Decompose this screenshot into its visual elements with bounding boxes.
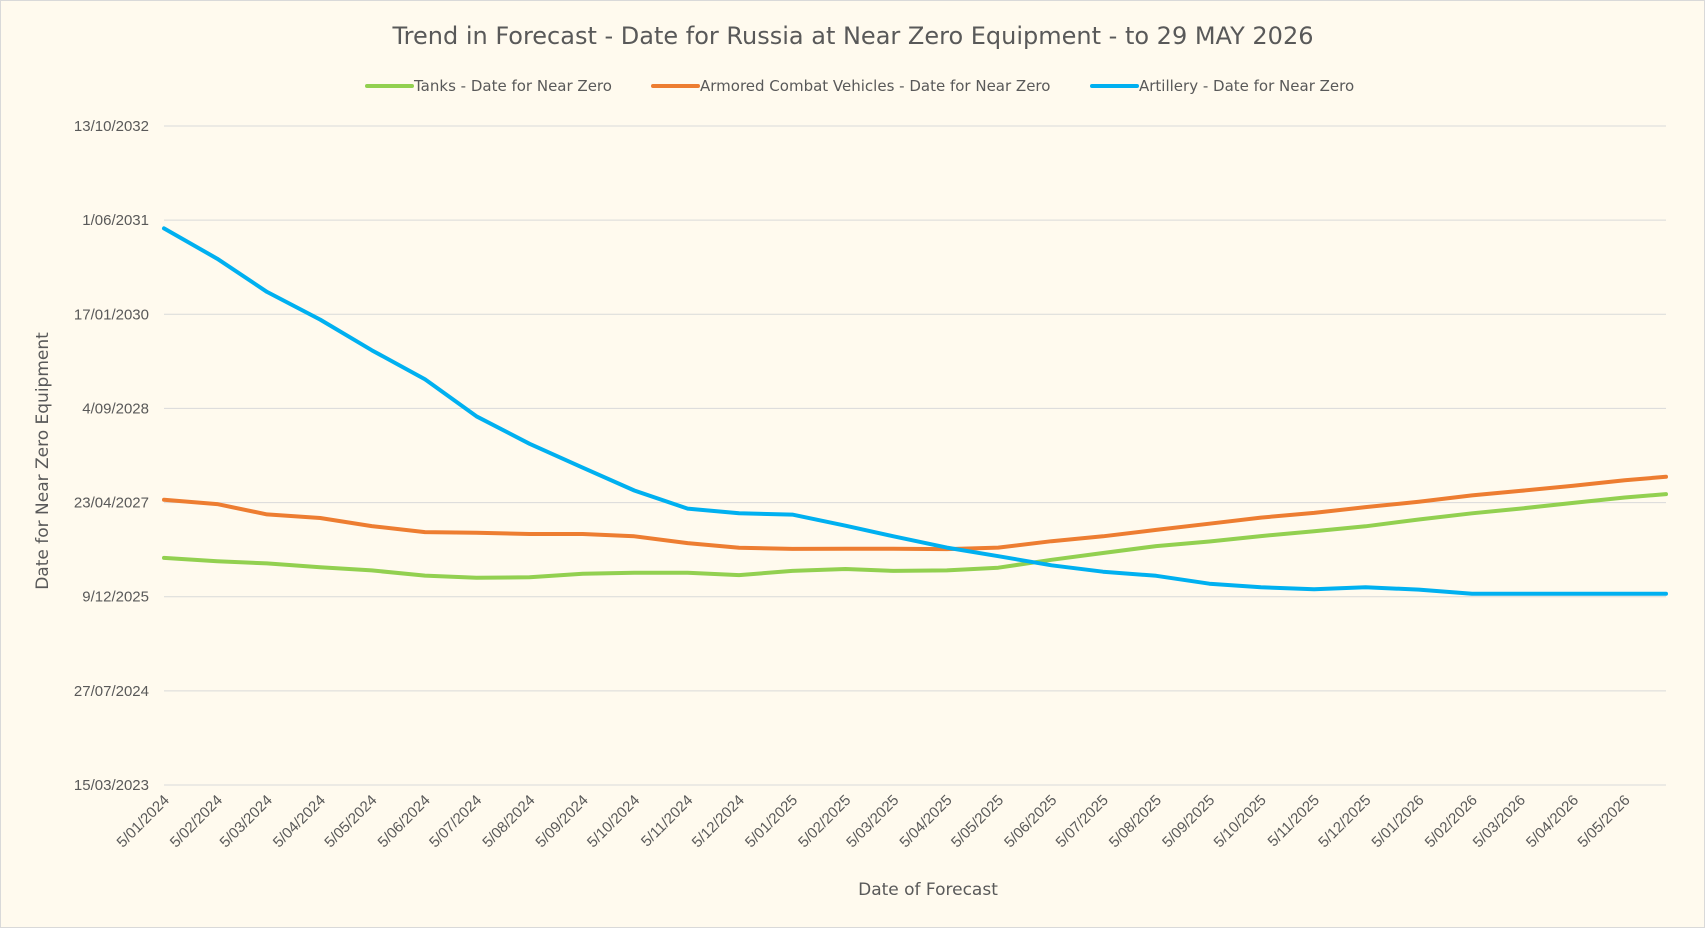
x-tick-label: 5/11/2024 — [638, 792, 696, 850]
x-tick-label: 5/03/2025 — [843, 792, 902, 851]
x-tick-label: 5/05/2025 — [948, 792, 1007, 851]
x-tick-label: 5/11/2025 — [1265, 792, 1323, 850]
x-axis-tick-labels: 5/01/20245/02/20245/03/20245/04/20245/05… — [114, 792, 1634, 851]
x-tick-label: 5/12/2024 — [689, 792, 748, 851]
x-tick-label: 5/01/2025 — [742, 792, 801, 851]
gridlines — [164, 125, 1666, 786]
x-tick-label: 5/10/2025 — [1211, 792, 1270, 851]
y-tick-label: 15/03/2023 — [74, 777, 149, 794]
x-tick-label: 5/04/2025 — [896, 792, 955, 851]
x-tick-label: 5/08/2025 — [1106, 792, 1165, 851]
y-axis-title: Date for Near Zero Equipment — [33, 332, 53, 590]
series-lines — [162, 226, 1668, 596]
legend: Tanks - Date for Near Zero Armored Combat… — [365, 77, 1354, 95]
legend-label: Tanks - Date for Near Zero — [413, 77, 612, 95]
x-tick-label: 5/02/2024 — [167, 792, 226, 851]
x-tick-label: 5/06/2024 — [375, 792, 434, 851]
x-tick-label: 5/01/2026 — [1368, 792, 1427, 851]
series-line-2 — [162, 474, 1668, 552]
x-tick-label: 5/05/2026 — [1574, 792, 1633, 851]
chart-title: Trend in Forecast - Date for Russia at N… — [392, 22, 1314, 50]
legend-label: Armored Combat Vehicles - Date for Near … — [700, 77, 1050, 95]
x-tick-label: 5/07/2024 — [426, 792, 485, 851]
y-tick-label: 1/06/2031 — [82, 212, 149, 229]
y-tick-label: 23/04/2027 — [74, 495, 149, 512]
y-tick-label: 13/10/2032 — [74, 118, 149, 135]
x-tick-label: 5/01/2024 — [114, 792, 173, 851]
x-tick-label: 5/09/2025 — [1159, 792, 1218, 851]
x-tick-label: 5/04/2026 — [1523, 792, 1582, 851]
y-axis-tick-labels: 15/03/2023 27/07/2024 9/12/2025 23/04/2027 4… — [74, 118, 149, 794]
x-tick-label: 5/09/2024 — [532, 792, 591, 851]
x-tick-label: 5/03/2026 — [1470, 792, 1529, 851]
x-tick-label: 5/03/2024 — [217, 792, 276, 851]
series-line-1 — [162, 492, 1668, 580]
x-tick-label: 5/06/2025 — [1001, 792, 1060, 851]
series-line-3 — [162, 226, 1668, 596]
x-tick-label: 5/07/2025 — [1053, 792, 1112, 851]
legend-label: Artillery - Date for Near Zero — [1139, 77, 1354, 95]
x-tick-label: 5/05/2024 — [321, 792, 380, 851]
x-tick-label: 5/10/2024 — [584, 792, 643, 851]
y-tick-label: 17/01/2030 — [74, 306, 149, 323]
x-tick-label: 5/04/2024 — [270, 792, 329, 851]
y-tick-label: 27/07/2024 — [74, 683, 149, 700]
y-tick-label: 9/12/2025 — [82, 589, 149, 606]
x-tick-label: 5/12/2025 — [1315, 792, 1374, 851]
x-axis-title: Date of Forecast — [858, 880, 998, 900]
y-tick-label: 4/09/2028 — [82, 400, 149, 417]
x-tick-label: 5/08/2024 — [479, 792, 538, 851]
